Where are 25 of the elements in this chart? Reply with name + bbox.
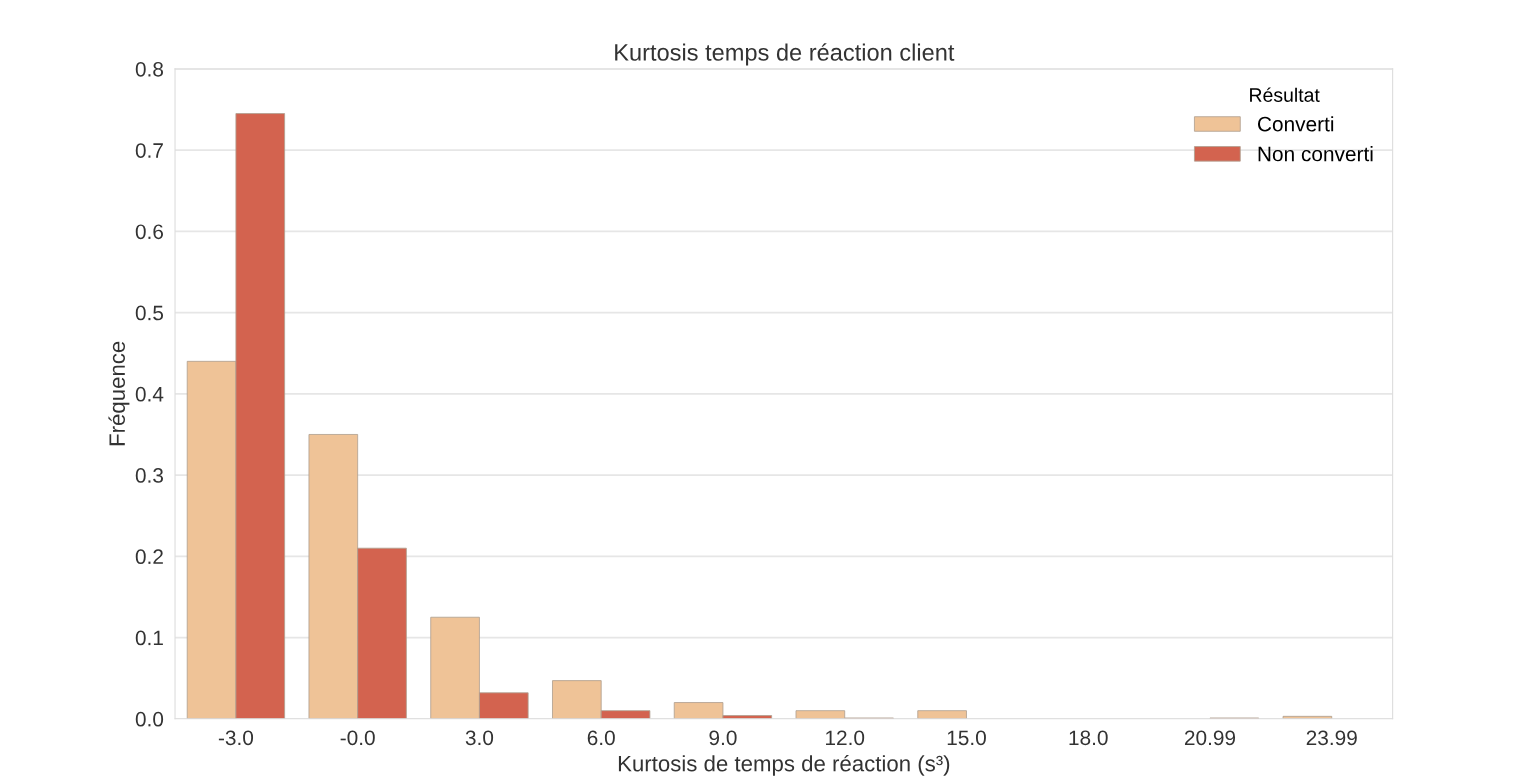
y-tick-label: 0.6 xyxy=(135,224,164,240)
x-tick-label: 12.0 xyxy=(826,730,865,746)
y-tick-label: 0.1 xyxy=(135,630,163,646)
y-tick-label: 0.7 xyxy=(135,143,163,158)
x-tick-label: 15.0 xyxy=(947,730,986,746)
x-tick-label: 6.0 xyxy=(587,730,615,746)
y-tick-label: 0.5 xyxy=(135,305,164,321)
y-tick-label: 0.2 xyxy=(135,549,163,565)
y-tick-label: 0.3 xyxy=(135,468,164,483)
legend-title: Résultat xyxy=(1250,87,1320,102)
x-tick-label: 23.99 xyxy=(1306,730,1357,746)
x-tick-label: 9.0 xyxy=(709,730,737,746)
x-axis-title: Kurtosis de temps de réaction (s³) xyxy=(618,754,950,776)
y-tick-label: 0.4 xyxy=(135,386,164,402)
legend-label: Converti xyxy=(1257,116,1334,132)
x-tick-label: -0.0 xyxy=(340,730,375,746)
x-tick-label: -3.0 xyxy=(218,730,254,746)
y-axis-title: Fréquence xyxy=(108,341,130,446)
chart-title: Kurtosis temps de réaction client xyxy=(615,43,955,66)
y-tick-label: 0.8 xyxy=(135,61,164,77)
legend-label: Non converti xyxy=(1258,146,1373,162)
x-tick-label: 20.99 xyxy=(1184,730,1236,746)
x-tick-label: 18.0 xyxy=(1069,730,1108,746)
x-tick-label: 3.0 xyxy=(465,730,494,746)
y-tick-label: 0.0 xyxy=(135,711,164,727)
